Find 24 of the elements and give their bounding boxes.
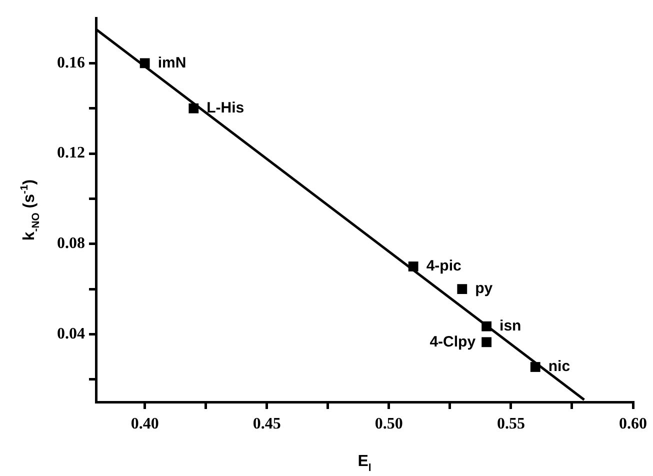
- x-tick-label: 0.45: [252, 416, 281, 433]
- y-tick-label: 0.12: [57, 144, 85, 162]
- annotation: 4-Clpy: [430, 333, 476, 350]
- x-tick-label: 0.60: [619, 416, 647, 433]
- annotation: 4-pic: [426, 258, 462, 275]
- point: [482, 337, 492, 348]
- x-tick-label: 0.40: [130, 416, 159, 433]
- annotation: nic: [548, 358, 570, 376]
- point: [482, 321, 492, 332]
- x-tick-label: 0.55: [496, 416, 525, 433]
- point: [188, 103, 199, 114]
- point: [408, 262, 418, 272]
- point: [457, 284, 468, 294]
- y-axis-title: k-NO (s-1): [20, 179, 42, 241]
- point: [140, 58, 150, 68]
- point: [530, 362, 540, 372]
- y-tick-label: 0.08: [57, 235, 85, 252]
- x-tick-label: 0.50: [374, 416, 403, 433]
- annotation: L-His: [206, 99, 244, 116]
- y-tick-label: 0.04: [57, 325, 85, 342]
- annotation: py: [475, 280, 494, 298]
- y-tick-label: 0.16: [57, 54, 85, 72]
- annotation: isn: [500, 317, 522, 334]
- annotation: imN: [158, 54, 186, 72]
